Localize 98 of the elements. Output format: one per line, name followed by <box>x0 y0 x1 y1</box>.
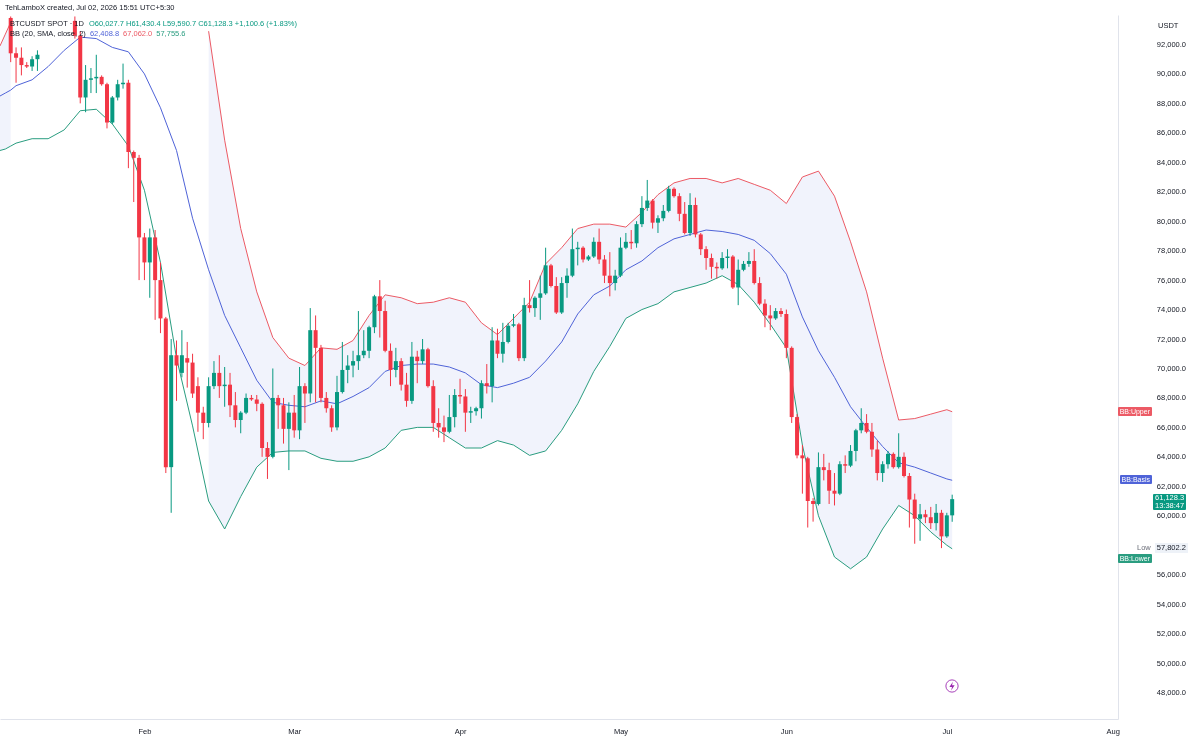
line-series <box>0 108 953 570</box>
candlestick <box>650 198 655 230</box>
candlestick <box>902 451 907 478</box>
candlestick <box>912 493 917 545</box>
candlestick <box>565 267 570 299</box>
candlestick <box>768 304 773 331</box>
candlestick <box>420 338 425 365</box>
candlestick <box>286 401 291 471</box>
candlestick <box>907 472 912 529</box>
candlestick <box>377 279 382 339</box>
candlestick <box>880 460 885 483</box>
candlestick <box>233 391 238 428</box>
candlestick <box>292 394 297 439</box>
candlestick <box>548 263 553 288</box>
candlestick <box>821 453 826 481</box>
candlestick <box>211 360 216 390</box>
candlestick <box>934 503 939 531</box>
candlestick <box>677 192 682 222</box>
candlestick <box>340 341 345 395</box>
candlestick <box>597 228 602 265</box>
candlestick <box>88 67 93 94</box>
candlestick <box>19 46 24 76</box>
candlestick <box>853 428 858 462</box>
candlestick <box>704 245 709 271</box>
candlestick <box>752 248 757 286</box>
candlestick <box>800 444 805 495</box>
candlestick <box>655 214 660 234</box>
candlestick <box>174 339 179 402</box>
candlestick <box>682 201 687 235</box>
candlestick <box>506 322 511 344</box>
candlestick <box>634 220 639 249</box>
candlestick <box>30 55 35 72</box>
candlestick <box>827 462 832 505</box>
candlestick <box>228 372 233 418</box>
candlestick <box>875 440 880 481</box>
candlestick <box>869 422 874 458</box>
candlestick <box>527 279 532 314</box>
candlestick <box>928 506 933 530</box>
candlestick <box>538 275 543 321</box>
candlestick <box>313 314 318 403</box>
candlestick <box>709 253 714 280</box>
candlestick <box>131 150 136 203</box>
candlestick <box>623 232 628 250</box>
candlestick <box>746 251 751 268</box>
candlestick <box>859 407 864 434</box>
candlestick <box>698 232 703 256</box>
candlestick <box>896 432 901 470</box>
candlestick <box>83 64 88 113</box>
candlestick <box>602 254 607 284</box>
line-series <box>0 36 953 481</box>
candlestick <box>324 391 329 414</box>
candlestick <box>832 472 837 506</box>
candlestick <box>14 46 19 84</box>
candlestick <box>639 195 644 228</box>
candlestick <box>950 494 955 523</box>
candlestick <box>463 388 468 433</box>
candlestick <box>944 512 949 539</box>
candlestick <box>238 410 243 434</box>
candlestick <box>532 295 537 318</box>
candlestick <box>500 322 505 364</box>
candlestick <box>404 372 409 408</box>
candlestick <box>185 341 190 389</box>
candlestick <box>607 251 612 297</box>
candlestick <box>495 328 500 359</box>
candlestick <box>356 310 361 371</box>
candlestick <box>484 363 489 395</box>
candlestick <box>666 185 671 213</box>
candlestick <box>864 413 869 434</box>
candlestick <box>613 269 618 291</box>
candlestick <box>244 393 249 415</box>
candlestick <box>452 388 457 428</box>
candlestick <box>388 342 393 387</box>
candlestick <box>179 329 184 378</box>
candlestick <box>591 236 596 259</box>
candlestick <box>399 357 404 392</box>
candlestick <box>393 347 398 378</box>
candlestick <box>329 404 334 433</box>
candlestick <box>302 382 307 424</box>
candlestick <box>115 79 120 101</box>
candlestick <box>645 179 650 212</box>
candlestick <box>474 406 479 417</box>
candlestick <box>265 441 270 480</box>
candlestick <box>281 397 286 445</box>
candlestick <box>276 394 281 430</box>
candlestick <box>848 444 853 468</box>
candlestick <box>217 354 222 399</box>
candlestick <box>811 497 816 523</box>
candlestick <box>441 415 446 443</box>
candlestick <box>351 350 356 378</box>
candlestick <box>762 298 767 328</box>
candlestick <box>736 258 741 306</box>
candlestick <box>918 503 923 542</box>
candlestick <box>201 406 206 440</box>
candlestick <box>447 394 452 434</box>
candlestick <box>939 509 944 549</box>
candlestick <box>757 276 762 306</box>
candlestick <box>367 325 372 359</box>
candlestick <box>779 307 783 318</box>
